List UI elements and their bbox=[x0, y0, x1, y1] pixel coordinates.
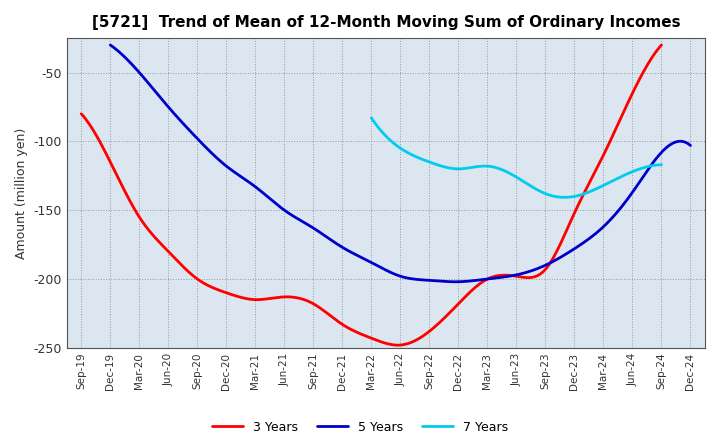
7 Years bbox=[367, 115, 376, 121]
7 Years bbox=[368, 117, 377, 122]
7 Years bbox=[613, 176, 621, 181]
3 Years bbox=[657, 42, 666, 48]
3 Years bbox=[423, 331, 431, 336]
7 Years bbox=[560, 195, 569, 200]
3 Years bbox=[79, 114, 88, 119]
Line: 7 Years: 7 Years bbox=[372, 118, 662, 198]
3 Years bbox=[424, 329, 433, 334]
3 Years bbox=[568, 215, 577, 220]
3 Years bbox=[393, 342, 402, 348]
5 Years bbox=[106, 42, 114, 48]
5 Years bbox=[454, 279, 462, 284]
5 Years bbox=[451, 279, 460, 284]
7 Years bbox=[544, 192, 553, 198]
3 Years bbox=[77, 111, 86, 117]
5 Years bbox=[597, 226, 606, 231]
5 Years bbox=[634, 181, 642, 187]
7 Years bbox=[631, 168, 639, 173]
Legend: 3 Years, 5 Years, 7 Years: 3 Years, 5 Years, 7 Years bbox=[212, 421, 508, 434]
3 Years bbox=[434, 321, 443, 326]
3 Years bbox=[605, 141, 613, 146]
5 Years bbox=[108, 44, 117, 49]
7 Years bbox=[540, 191, 549, 196]
Y-axis label: Amount (million yen): Amount (million yen) bbox=[15, 127, 28, 259]
7 Years bbox=[539, 190, 547, 195]
5 Years bbox=[463, 279, 472, 284]
5 Years bbox=[686, 143, 695, 148]
Line: 5 Years: 5 Years bbox=[110, 45, 690, 282]
5 Years bbox=[449, 279, 458, 284]
Line: 3 Years: 3 Years bbox=[81, 45, 662, 345]
Title: [5721]  Trend of Mean of 12-Month Moving Sum of Ordinary Incomes: [5721] Trend of Mean of 12-Month Moving … bbox=[91, 15, 680, 30]
7 Years bbox=[657, 162, 666, 167]
